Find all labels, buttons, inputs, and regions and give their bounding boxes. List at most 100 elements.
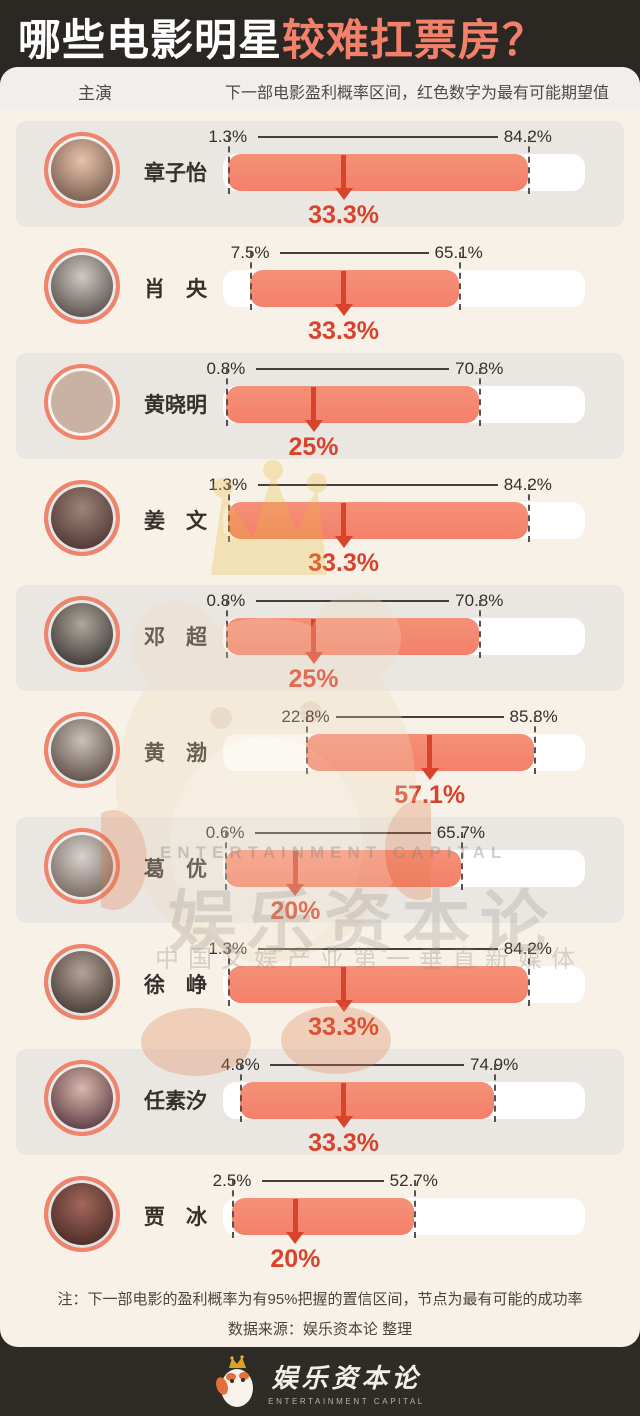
down-arrow-icon xyxy=(334,1083,353,1128)
bar-fill xyxy=(227,154,528,191)
expected-value-label: 20% xyxy=(270,1245,321,1273)
range-connector-line xyxy=(255,368,450,370)
expected-value-label: 33.3% xyxy=(308,317,379,345)
range-connector-line xyxy=(255,600,450,602)
range-connector-line xyxy=(335,716,504,718)
bar-fill xyxy=(225,386,480,423)
footer-brand-block: 娱乐资本论 ENTERTAINMENT CAPITAL xyxy=(268,1358,425,1406)
column-header: 主演 下一部电影盈利概率区间，红色数字为最有可能期望值 xyxy=(0,67,640,110)
bar-fill xyxy=(240,1082,495,1119)
probability-interval-bar: 2.5% 52.7% 20% xyxy=(213,1165,585,1273)
high-dash-line xyxy=(527,948,530,1006)
star-name: 葛 优 xyxy=(144,858,207,881)
expected-value-label: 20% xyxy=(270,897,321,925)
expected-value-label: 25% xyxy=(288,433,339,461)
title-normal-text: 哪些电影明星 xyxy=(18,17,282,65)
star-avatar xyxy=(44,828,120,904)
high-dash-line xyxy=(527,136,530,194)
low-dash-line xyxy=(305,716,308,774)
down-arrow-icon xyxy=(334,967,353,1012)
probability-interval-bar: 0.8% 70.8% 25% xyxy=(207,353,585,461)
probability-interval-bar: 4.8% 74.9% 33.3% xyxy=(221,1049,585,1157)
down-arrow-icon xyxy=(334,155,353,200)
star-name: 徐 峥 xyxy=(144,974,207,997)
star-rows-list: 章子怡 1.3% 84.2% 33.3% 肖 央 7.5% 65.1% xyxy=(16,121,624,1273)
probability-interval-bar: 0.6% 65.7% 20% xyxy=(206,817,585,925)
star-avatar xyxy=(44,364,120,440)
high-dash-line xyxy=(458,252,461,310)
expected-value-label: 57.1% xyxy=(394,781,466,809)
range-connector-line xyxy=(262,1180,384,1182)
down-arrow-icon xyxy=(286,1199,305,1244)
bar-fill xyxy=(225,618,480,655)
low-dash-line xyxy=(227,484,230,542)
down-arrow-icon xyxy=(420,735,439,780)
high-dash-line xyxy=(413,1180,416,1238)
low-dash-line xyxy=(232,1180,235,1238)
high-dash-line xyxy=(527,484,530,542)
low-dash-line xyxy=(225,600,228,658)
high-dash-line xyxy=(479,368,482,426)
expected-value-label: 33.3% xyxy=(308,1129,379,1157)
star-row: 葛 优 0.6% 65.7% 20% xyxy=(16,817,624,925)
star-name: 姜 文 xyxy=(144,510,207,533)
footer-brand-name: 娱乐资本论 xyxy=(271,1363,422,1393)
down-arrow-icon xyxy=(286,851,305,896)
star-row: 姜 文 1.3% 84.2% 33.3% xyxy=(16,469,624,577)
star-row: 黄 渤 22.8% 85.8% 57.1% xyxy=(16,701,624,809)
footer-brand-english: ENTERTAINMENT CAPITAL xyxy=(268,1396,425,1406)
expected-value-label: 33.3% xyxy=(308,201,379,229)
star-avatar xyxy=(44,712,120,788)
star-avatar xyxy=(44,944,120,1020)
star-name: 邓 超 xyxy=(144,626,207,649)
expected-value-label: 25% xyxy=(288,665,339,693)
star-name: 任素汐 xyxy=(144,1090,207,1113)
mascot-logo-icon xyxy=(216,1354,254,1407)
bar-fill xyxy=(227,502,528,539)
bar-fill xyxy=(225,850,461,887)
star-row: 章子怡 1.3% 84.2% 33.3% xyxy=(16,121,624,229)
range-connector-line xyxy=(270,1064,465,1066)
down-arrow-icon xyxy=(304,619,323,664)
star-avatar xyxy=(44,248,120,324)
bar-fill xyxy=(232,1198,414,1235)
low-dash-line xyxy=(225,368,228,426)
star-avatar xyxy=(44,480,120,556)
probability-interval-bar: 1.3% 84.2% 33.3% xyxy=(208,933,585,1041)
bar-fill xyxy=(305,734,534,771)
probability-interval-bar: 7.5% 65.1% 33.3% xyxy=(223,237,585,345)
expected-value-label: 33.3% xyxy=(308,549,379,577)
range-connector-line xyxy=(280,252,429,254)
source-note: 数据来源：娱乐资本论 整理 xyxy=(227,1321,413,1338)
low-dash-line xyxy=(240,1064,243,1122)
star-name: 章子怡 xyxy=(144,162,207,185)
range-connector-line xyxy=(257,484,498,486)
star-avatar xyxy=(44,1176,120,1252)
star-name: 黄 渤 xyxy=(144,742,207,765)
high-dash-line xyxy=(494,1064,497,1122)
range-connector-line xyxy=(255,832,431,834)
brand-footer: 娱乐资本论 ENTERTAINMENT CAPITAL xyxy=(0,1347,640,1416)
star-name: 肖 央 xyxy=(144,278,207,301)
low-dash-line xyxy=(227,136,230,194)
column-label-description: 下一部电影盈利概率区间，红色数字为最有可能期望值 xyxy=(225,85,610,102)
footnote: 注：下一部电影的盈利概率为有95%把握的置信区间，节点为最有可能的成功率 xyxy=(57,1291,583,1308)
star-row: 肖 央 7.5% 65.1% 33.3% xyxy=(16,237,624,345)
range-connector-line xyxy=(257,948,498,950)
low-dash-line xyxy=(250,252,253,310)
down-arrow-icon xyxy=(304,387,323,432)
down-arrow-icon xyxy=(334,271,353,316)
high-dash-line xyxy=(460,832,463,890)
low-dash-line xyxy=(227,948,230,1006)
star-row: 邓 超 0.8% 70.8% 25% xyxy=(16,585,624,693)
star-row: 黄晓明 0.8% 70.8% 25% xyxy=(16,353,624,461)
probability-interval-bar: 22.8% 85.8% 57.1% xyxy=(223,701,585,809)
high-dash-line xyxy=(479,600,482,658)
low-dash-line xyxy=(225,832,228,890)
expected-value-label: 33.3% xyxy=(308,1013,379,1041)
content-panel: 主演 下一部电影盈利概率区间，红色数字为最有可能期望值 章子怡 1.3% 84.… xyxy=(0,67,640,1347)
star-row: 贾 冰 2.5% 52.7% 20% xyxy=(16,1165,624,1273)
title-bar: 哪些电影明星较难扛票房？ xyxy=(0,0,640,67)
star-row: 徐 峥 1.3% 84.2% 33.3% xyxy=(16,933,624,1041)
star-avatar xyxy=(44,596,120,672)
